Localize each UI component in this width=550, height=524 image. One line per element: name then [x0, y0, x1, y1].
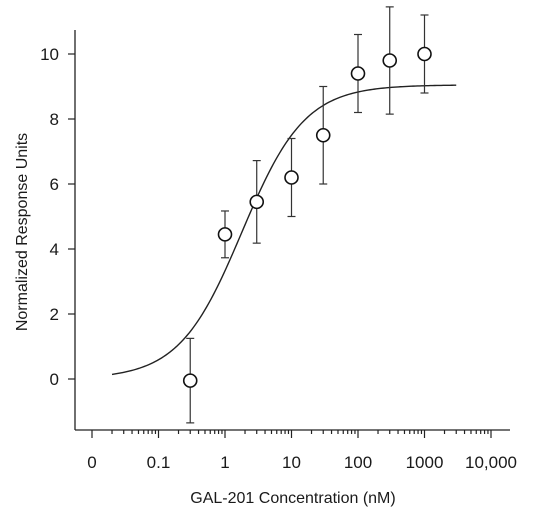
x-tick-label: 0 [87, 453, 96, 472]
data-point-group [249, 160, 265, 244]
y-tick-label: 8 [50, 110, 59, 129]
data-point-marker [382, 53, 398, 68]
x-tick-label: 100 [344, 453, 372, 472]
y-tick-label: 6 [50, 175, 59, 194]
data-point-marker [284, 170, 299, 185]
data-point-marker [249, 194, 265, 210]
y-tick-label: 10 [40, 45, 59, 64]
data-point-group [350, 33, 366, 114]
x-tick-label: 10 [282, 453, 301, 472]
data-point-group [284, 137, 299, 218]
fit-curve [111, 84, 457, 376]
y-tick-label: 0 [50, 370, 59, 389]
data-point-group [315, 85, 331, 185]
data-point-marker [217, 227, 233, 242]
x-ticks: 0 0.1 1 10 100 1000 10,000 [87, 430, 517, 472]
x-tick-label: 10,000 [465, 453, 517, 472]
y-tick-label: 4 [50, 240, 59, 259]
x-tick-label: 1 [220, 453, 229, 472]
data-point-group [382, 6, 398, 115]
x-tick-label: 0.1 [147, 453, 171, 472]
data-point-group [217, 210, 233, 259]
data-point-marker [417, 46, 432, 62]
y-axis-label: Normalized Response Units [14, 133, 31, 331]
data-point-marker [350, 66, 366, 81]
x-tick-label: 1000 [406, 453, 444, 472]
data-point-group [417, 14, 432, 94]
data-point-marker [182, 373, 198, 388]
data-point-marker [315, 127, 331, 143]
y-tick-label: 2 [50, 305, 59, 324]
data-point-group [182, 337, 198, 424]
y-ticks: 0 2 4 6 8 10 [40, 45, 75, 389]
data-points [182, 6, 432, 424]
axes [74, 30, 510, 431]
x-axis-label: GAL-201 Concentration (nM) [190, 490, 395, 507]
